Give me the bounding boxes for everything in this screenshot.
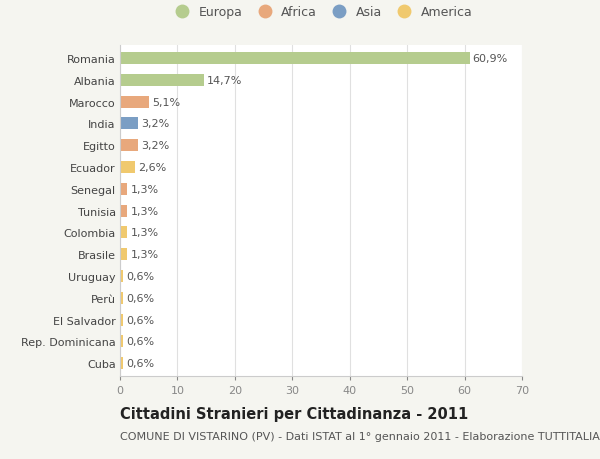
Text: 1,3%: 1,3% (130, 185, 158, 195)
Text: 3,2%: 3,2% (141, 119, 169, 129)
Bar (120, 118, 139, 130)
Bar (120, 227, 127, 239)
Bar (120, 270, 124, 282)
Legend: Europa, Africa, Asia, America: Europa, Africa, Asia, America (170, 6, 472, 19)
Bar (120, 205, 127, 217)
Bar (120, 140, 139, 152)
Text: 0,6%: 0,6% (127, 293, 154, 303)
Bar (120, 358, 124, 369)
Bar (120, 75, 205, 87)
Text: 60,9%: 60,9% (473, 54, 508, 64)
Text: 0,6%: 0,6% (127, 336, 154, 347)
Text: 1,3%: 1,3% (130, 228, 158, 238)
Text: 1,3%: 1,3% (130, 206, 158, 216)
Text: 1,3%: 1,3% (130, 250, 158, 260)
Bar (120, 336, 124, 347)
Bar (120, 162, 135, 174)
Text: 2,6%: 2,6% (138, 162, 166, 173)
Bar (120, 249, 127, 261)
Text: 0,6%: 0,6% (127, 358, 154, 368)
Bar (120, 292, 124, 304)
Bar (120, 53, 470, 65)
Text: COMUNE DI VISTARINO (PV) - Dati ISTAT al 1° gennaio 2011 - Elaborazione TUTTITAL: COMUNE DI VISTARINO (PV) - Dati ISTAT al… (120, 431, 600, 442)
Bar (120, 184, 127, 196)
Text: 0,6%: 0,6% (127, 315, 154, 325)
Text: 3,2%: 3,2% (141, 141, 169, 151)
Text: 5,1%: 5,1% (152, 97, 180, 107)
Text: Cittadini Stranieri per Cittadinanza - 2011: Cittadini Stranieri per Cittadinanza - 2… (120, 406, 468, 421)
Bar (120, 314, 124, 326)
Bar (120, 96, 149, 108)
Text: 0,6%: 0,6% (127, 271, 154, 281)
Text: 14,7%: 14,7% (207, 76, 242, 86)
